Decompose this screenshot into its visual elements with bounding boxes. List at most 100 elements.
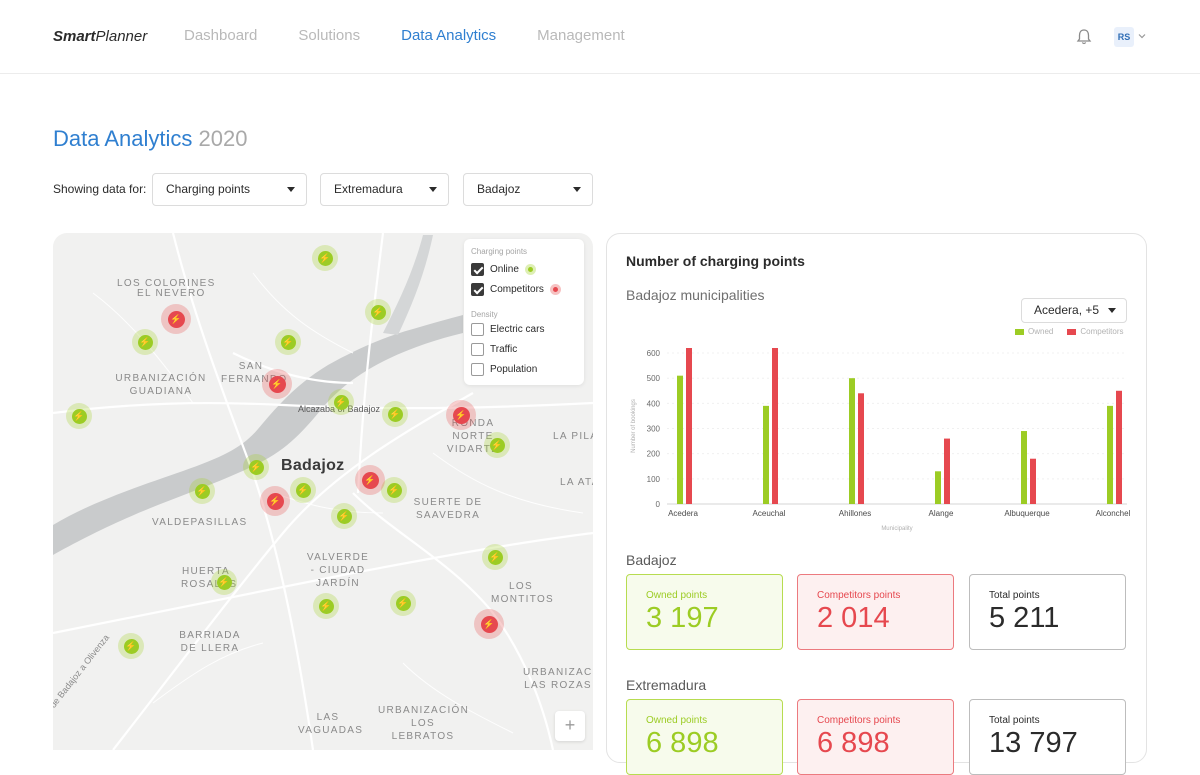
region-select[interactable]: Extremadura	[320, 173, 449, 206]
charging-point-online[interactable]: ⚡	[211, 569, 237, 595]
bar-owned	[677, 375, 683, 504]
charging-point-online[interactable]: ⚡	[328, 389, 354, 415]
stat-value: 13 797	[989, 727, 1078, 759]
bolt-icon: ⚡	[333, 394, 349, 410]
checkbox[interactable]	[471, 323, 484, 336]
filter-electric-cars[interactable]: Electric cars	[471, 323, 544, 336]
charging-point-online[interactable]: ⚡	[118, 633, 144, 659]
panel-subtitle: Badajoz municipalities	[626, 287, 765, 303]
map-label: LAS VAGUADAS	[298, 712, 364, 736]
legend-owned: Owned	[1015, 327, 1053, 336]
charging-point-online[interactable]: ⚡	[313, 593, 339, 619]
caret-down-icon	[429, 187, 437, 192]
nav-dashboard[interactable]: Dashboard	[184, 27, 258, 44]
x-tick-label: Ahillones	[839, 509, 871, 518]
stat-label: Owned points	[646, 590, 708, 601]
charging-point-online[interactable]: ⚡	[331, 503, 357, 529]
chevron-down-icon[interactable]	[1138, 32, 1146, 40]
filter-population-label: Population	[490, 364, 538, 375]
avatar[interactable]: RS	[1114, 27, 1134, 47]
bolt-icon: ⚡	[317, 250, 333, 266]
competitors-points-card: Competitors points 2 014	[797, 574, 954, 650]
map-label: LOS MONTITOS	[491, 581, 554, 605]
charging-point-competitor[interactable]: ⚡	[161, 304, 191, 334]
charging-point-competitor[interactable]: ⚡	[355, 465, 385, 495]
checkbox[interactable]	[471, 363, 484, 376]
y-tick-label: 300	[647, 425, 661, 434]
charging-point-online[interactable]: ⚡	[390, 590, 416, 616]
app-logo[interactable]: SmartPlanner	[53, 28, 148, 45]
charging-point-online[interactable]: ⚡	[290, 477, 316, 503]
x-axis-label: Municipality	[881, 526, 912, 532]
bell-icon[interactable]	[1075, 28, 1093, 46]
map[interactable]: LOS COLORINES EL NEVERO URBANIZACIÓN GUA…	[53, 233, 593, 750]
competitors-points-card: Competitors points 6 898	[797, 699, 954, 775]
legend-heading: Charging points	[471, 247, 528, 256]
y-tick-label: 200	[647, 450, 661, 459]
charging-point-online[interactable]: ⚡	[243, 454, 269, 480]
bolt-icon: ⚡	[336, 508, 352, 524]
nav-solutions[interactable]: Solutions	[298, 27, 361, 44]
x-tick-label: Alconchel	[1096, 509, 1131, 518]
filters-label: Showing data for:	[53, 182, 147, 196]
map-label: URBANIZACIÓN GUADIANA	[115, 373, 207, 397]
filter-competitors-label: Competitors	[490, 284, 544, 295]
nav-management[interactable]: Management	[537, 27, 625, 44]
charging-point-competitor[interactable]: ⚡	[446, 400, 476, 430]
x-tick-label: Albuquerque	[1004, 509, 1050, 518]
owned-points-card: Owned points 6 898	[626, 699, 783, 775]
y-tick-label: 400	[647, 399, 661, 408]
charging-point-competitor[interactable]: ⚡	[262, 369, 292, 399]
main-nav: Dashboard Solutions Data Analytics Manag…	[184, 27, 625, 44]
charging-point-online[interactable]: ⚡	[484, 432, 510, 458]
map-label: VALVERDE - CIUDAD JARDÍN	[306, 552, 370, 589]
type-select[interactable]: Charging points	[152, 173, 307, 206]
bar-competitors	[944, 438, 950, 504]
map-label: BARRIADA DE LLERA	[179, 630, 241, 654]
bolt-icon: ⚡	[71, 408, 87, 424]
charging-point-online[interactable]: ⚡	[381, 477, 407, 503]
map-label: RONDA NORTE VIDARTE	[446, 418, 500, 455]
bolt-icon: ⚡	[489, 437, 505, 453]
filter-population[interactable]: Population	[471, 363, 537, 376]
bar-competitors	[1030, 458, 1036, 504]
online-marker-icon	[524, 264, 536, 275]
charging-point-online[interactable]: ⚡	[382, 401, 408, 427]
bar-owned	[849, 378, 855, 504]
legend-heading: Density	[471, 310, 498, 319]
y-tick-label: 500	[647, 374, 661, 383]
charging-point-online[interactable]: ⚡	[275, 329, 301, 355]
stats-panel: Number of charging points Badajoz munici…	[606, 233, 1147, 775]
map-label: LOS COLORINES	[117, 278, 216, 289]
charging-point-online[interactable]: ⚡	[365, 299, 391, 325]
bolt-icon: ⚡	[167, 310, 185, 328]
checkbox[interactable]	[471, 343, 484, 356]
filter-competitors[interactable]: Competitors	[471, 283, 561, 296]
filter-online[interactable]: Online	[471, 263, 536, 276]
map-label: SUERTE DE SAAVEDRA	[413, 497, 483, 521]
municipalities-select[interactable]: Acedera, +5	[1021, 298, 1127, 323]
y-axis-label: Number of bookings	[631, 399, 637, 453]
bolt-icon: ⚡	[248, 459, 264, 475]
bar-competitors	[858, 393, 864, 504]
charging-point-online[interactable]: ⚡	[132, 329, 158, 355]
map-label: HUERTA ROSALES	[181, 566, 238, 590]
caret-down-icon	[1108, 308, 1116, 313]
charging-point-online[interactable]: ⚡	[66, 403, 92, 429]
bar-owned	[935, 471, 941, 504]
checkbox[interactable]	[471, 263, 484, 276]
checkbox[interactable]	[471, 283, 484, 296]
charging-point-competitor[interactable]: ⚡	[260, 486, 290, 516]
map-label: VALDEPASILLAS	[152, 517, 248, 528]
zoom-in-button[interactable]: +	[555, 711, 585, 741]
charging-point-online[interactable]: ⚡	[312, 245, 338, 271]
map-label: LA PILA	[553, 431, 593, 442]
charging-point-online[interactable]: ⚡	[482, 544, 508, 570]
competitor-marker-icon	[549, 284, 561, 295]
filter-traffic[interactable]: Traffic	[471, 343, 517, 356]
province-select[interactable]: Badajoz	[463, 173, 593, 206]
page-title: Data Analytics 2020	[53, 126, 248, 151]
charging-point-competitor[interactable]: ⚡	[474, 609, 504, 639]
nav-data-analytics[interactable]: Data Analytics	[401, 27, 497, 44]
charging-point-online[interactable]: ⚡	[189, 478, 215, 504]
